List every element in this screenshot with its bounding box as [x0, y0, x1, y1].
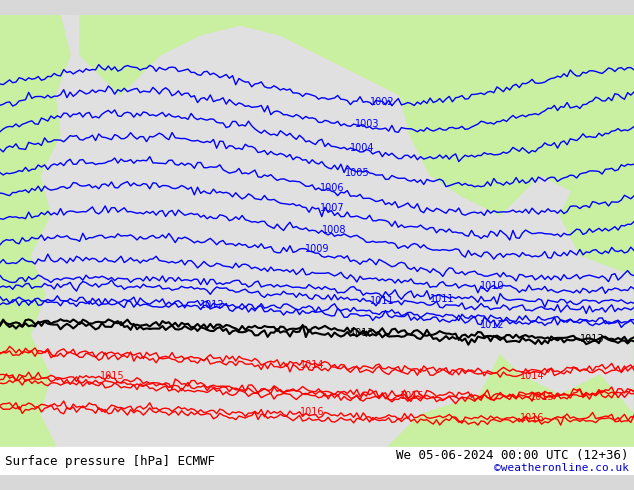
Polygon shape: [80, 15, 634, 475]
Text: 1011: 1011: [430, 294, 455, 304]
Text: 1012: 1012: [480, 319, 505, 330]
Text: ©weatheronline.co.uk: ©weatheronline.co.uk: [494, 463, 629, 473]
Text: 1015: 1015: [530, 392, 555, 402]
Text: 1006: 1006: [320, 183, 344, 193]
Text: 1012: 1012: [200, 300, 224, 311]
Text: 1013: 1013: [350, 327, 375, 338]
Polygon shape: [400, 15, 634, 215]
Text: Surface pressure [hPa] ECMWF: Surface pressure [hPa] ECMWF: [5, 455, 215, 467]
Text: 1015: 1015: [400, 391, 425, 400]
Bar: [0, 447, 634, 475]
Text: 1015: 1015: [100, 371, 125, 381]
Text: 1014: 1014: [300, 360, 325, 370]
Text: We 05-06-2024 00:00 UTC (12+36): We 05-06-2024 00:00 UTC (12+36): [396, 448, 629, 462]
Text: 1005: 1005: [345, 168, 370, 177]
Text: 1010: 1010: [480, 281, 505, 291]
Text: 1008: 1008: [322, 225, 347, 235]
Text: 1002: 1002: [370, 98, 394, 107]
Text: 1016: 1016: [520, 414, 545, 423]
Text: 1009: 1009: [305, 244, 330, 254]
Text: 1016: 1016: [300, 407, 325, 417]
Text: 1004: 1004: [350, 143, 375, 153]
Text: 1013: 1013: [580, 334, 604, 344]
Text: 1014: 1014: [520, 370, 545, 381]
Text: 1011: 1011: [370, 296, 394, 306]
Text: 1003: 1003: [355, 119, 380, 129]
Text: 1007: 1007: [320, 203, 345, 213]
Polygon shape: [0, 15, 70, 455]
